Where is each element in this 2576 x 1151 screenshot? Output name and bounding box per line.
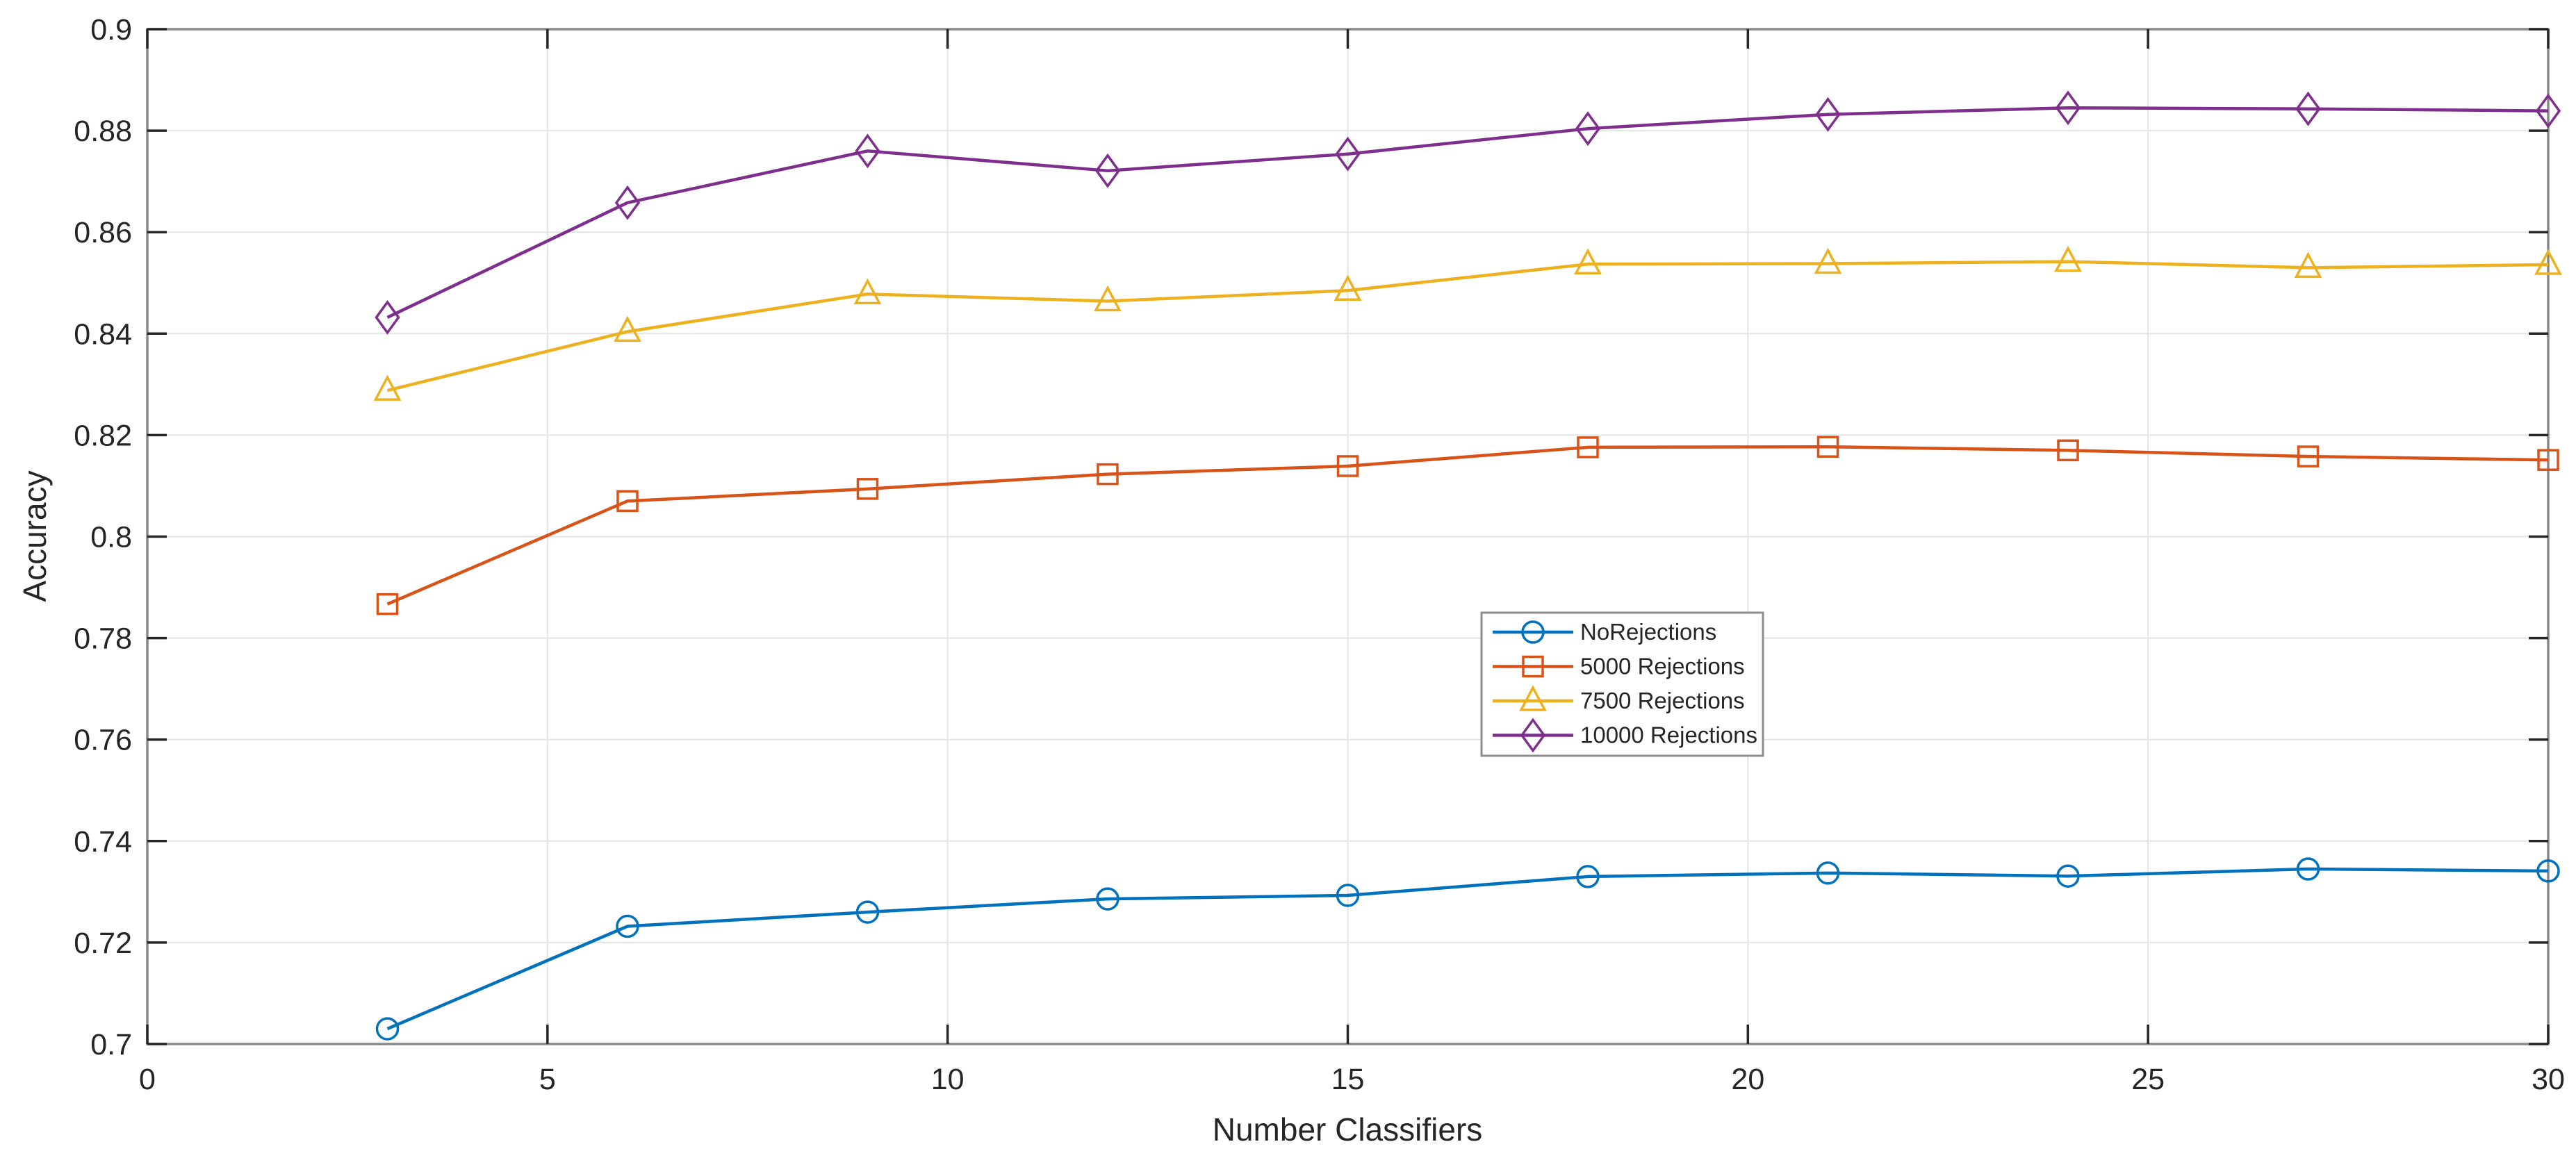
legend-entry: 10000 Rejections — [1493, 718, 1757, 753]
marker-diamond-icon — [1575, 111, 1601, 147]
marker-diamond-icon — [1094, 153, 1121, 188]
marker-diamond-icon — [1815, 97, 1841, 132]
marker-circle-icon — [2056, 864, 2080, 888]
marker-triangle-icon — [1094, 285, 1122, 312]
marker-square-icon — [1097, 463, 1119, 486]
x-tick-label: 15 — [1331, 1063, 1365, 1096]
marker-diamond-icon — [2535, 93, 2561, 129]
legend-label: 5000 Rejections — [1580, 654, 1745, 679]
legend: NoRejections 5000 Rejections 7500 Rejectio… — [1480, 611, 1764, 757]
marker-circle-icon — [1816, 861, 1840, 885]
x-tick-label: 10 — [931, 1063, 965, 1096]
tick-label-layer: 0 5 10 15 20 25 30 0.7 0.72 0.74 0.76 0.78 0.8 0.82 0.… — [74, 13, 2565, 1096]
x-tick-label: 5 — [539, 1063, 556, 1096]
series-7500-rejections — [373, 245, 2562, 401]
series-10000-rejections — [375, 90, 2561, 335]
legend-entry: NoRejections — [1493, 619, 1716, 645]
marker-circle-icon — [1096, 887, 1119, 911]
marker-triangle-icon — [2294, 251, 2322, 279]
series-line — [386, 106, 2549, 319]
marker-circle-icon — [1336, 884, 1360, 907]
marker-diamond-icon — [2295, 91, 2321, 126]
marker-circle-icon — [2296, 857, 2320, 881]
marker-circle-icon — [855, 900, 880, 924]
x-axis-label: Number Classifiers — [1213, 1111, 1483, 1148]
x-tick-label: 30 — [2532, 1063, 2565, 1096]
marker-square-icon — [1336, 455, 1359, 477]
marker-circle-icon — [1576, 865, 1600, 888]
y-tick-label: 0.76 — [74, 724, 132, 757]
series-norejections — [375, 857, 2560, 1041]
legend-label: NoRejections — [1580, 619, 1716, 645]
legend-label: 10000 Rejections — [1580, 722, 1757, 748]
marker-circle-icon — [616, 914, 639, 938]
marker-square-icon — [856, 478, 879, 500]
marker-triangle-icon — [1519, 685, 1547, 711]
x-tick-label: 0 — [139, 1063, 156, 1096]
marker-triangle-icon — [2534, 249, 2562, 275]
marker-triangle-icon — [2054, 245, 2082, 272]
y-tick-label: 0.74 — [74, 825, 132, 859]
legend-label: 7500 Rejections — [1580, 688, 1745, 713]
y-tick-label: 0.84 — [74, 317, 132, 351]
marker-diamond-icon — [614, 185, 641, 220]
series-5000-rejections — [376, 436, 2559, 615]
marker-triangle-icon — [614, 315, 641, 342]
series-line — [386, 260, 2549, 392]
y-tick-label: 0.88 — [74, 115, 132, 148]
marker-square-icon — [2057, 439, 2079, 462]
x-tick-label: 20 — [1731, 1063, 1764, 1096]
y-tick-label: 0.7 — [90, 1028, 132, 1061]
marker-triangle-icon — [373, 374, 402, 401]
marker-circle-icon — [2536, 859, 2560, 883]
marker-triangle-icon — [1574, 248, 1602, 274]
marker-diamond-icon — [1520, 718, 1546, 753]
marker-square-icon — [376, 593, 399, 615]
y-tick-label: 0.78 — [74, 622, 132, 656]
legend-entry: 7500 Rejections — [1493, 685, 1745, 713]
marker-circle-icon — [375, 1017, 400, 1041]
marker-square-icon — [616, 490, 639, 513]
axes-layer — [146, 28, 2550, 1045]
marker-diamond-icon — [2055, 90, 2081, 126]
y-tick-label: 0.82 — [74, 419, 132, 452]
marker-square-icon — [1522, 655, 1544, 678]
y-tick-label: 0.86 — [74, 216, 132, 249]
marker-triangle-icon — [853, 278, 882, 305]
y-tick-label: 0.72 — [74, 927, 132, 960]
series-layer — [373, 90, 2562, 1041]
marker-diamond-icon — [375, 299, 400, 335]
marker-square-icon — [1577, 436, 1599, 458]
legend-box — [1480, 611, 1764, 757]
legend-entry: 5000 Rejections — [1493, 654, 1745, 679]
marker-square-icon — [2537, 449, 2559, 471]
marker-circle-icon — [1521, 620, 1545, 644]
marker-diamond-icon — [855, 133, 880, 169]
marker-square-icon — [2297, 445, 2320, 467]
marker-diamond-icon — [1335, 136, 1361, 172]
marker-triangle-icon — [1814, 247, 1842, 274]
y-axis-label: Accuracy — [17, 470, 53, 602]
grid-layer — [147, 28, 2549, 1045]
y-tick-label: 0.8 — [90, 521, 132, 554]
marker-square-icon — [1816, 436, 1839, 458]
y-tick-label: 0.9 — [90, 13, 132, 47]
series-line — [386, 445, 2549, 606]
series-line — [386, 867, 2549, 1031]
x-tick-label: 25 — [2131, 1063, 2165, 1096]
marker-triangle-icon — [1334, 274, 1362, 301]
